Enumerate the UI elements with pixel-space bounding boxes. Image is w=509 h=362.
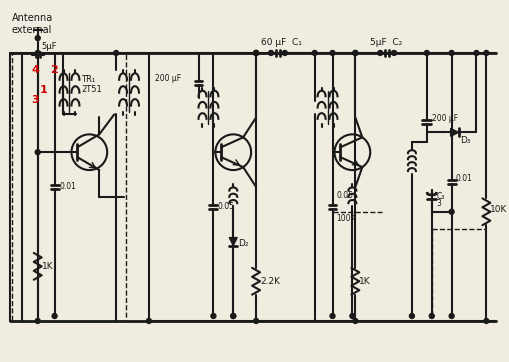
Text: D₃: D₃ [460,136,470,145]
Circle shape [35,50,40,55]
Polygon shape [229,237,237,245]
Text: 1: 1 [40,85,47,94]
Circle shape [253,50,258,55]
Circle shape [329,50,334,55]
Text: C₃: C₃ [436,192,444,201]
Circle shape [448,209,453,214]
Circle shape [312,50,317,55]
Text: 100K: 100K [336,214,355,223]
Circle shape [114,50,119,55]
Text: D₂: D₂ [238,239,248,248]
Circle shape [268,50,273,55]
Text: 0.01: 0.01 [455,173,471,182]
Circle shape [429,313,433,319]
Circle shape [377,50,382,55]
Text: 0.05: 0.05 [336,191,353,200]
Text: 3: 3 [436,199,441,208]
Circle shape [35,35,40,41]
Text: 10K: 10K [489,205,507,214]
Text: 60 μF  C₁: 60 μF C₁ [261,38,301,47]
Bar [12,53,126,321]
Circle shape [282,50,287,55]
Circle shape [352,50,357,55]
Text: Antenna
external: Antenna external [12,13,53,35]
Circle shape [231,313,235,319]
Text: 2.2K: 2.2K [260,277,279,286]
Text: 1K: 1K [42,262,53,271]
Circle shape [409,313,414,319]
Circle shape [253,50,258,55]
Circle shape [35,319,40,323]
Circle shape [448,50,453,55]
Circle shape [352,50,357,55]
Circle shape [146,319,151,323]
Circle shape [253,319,258,323]
Circle shape [35,150,40,155]
Circle shape [473,50,478,55]
Circle shape [483,319,488,323]
Circle shape [391,50,396,55]
Circle shape [448,313,453,319]
Text: 0.01: 0.01 [60,182,76,191]
Text: 5μF: 5μF [42,42,57,51]
Text: TR₁
2T51: TR₁ 2T51 [81,75,102,94]
Text: 4: 4 [32,65,40,75]
Text: 3: 3 [32,94,39,105]
Polygon shape [450,129,458,136]
Circle shape [329,313,334,319]
Circle shape [52,313,57,319]
Text: 200 μF: 200 μF [155,74,181,83]
Text: 5μF  C₂: 5μF C₂ [370,38,402,47]
Circle shape [352,319,357,323]
Text: 2: 2 [49,65,58,75]
Text: 200 μF: 200 μF [431,114,457,123]
Circle shape [423,50,429,55]
Circle shape [253,50,258,55]
Text: 0.05: 0.05 [217,202,234,211]
Text: 1K: 1K [359,277,370,286]
Circle shape [211,313,215,319]
Circle shape [349,313,354,319]
Circle shape [483,50,488,55]
Circle shape [231,313,235,319]
